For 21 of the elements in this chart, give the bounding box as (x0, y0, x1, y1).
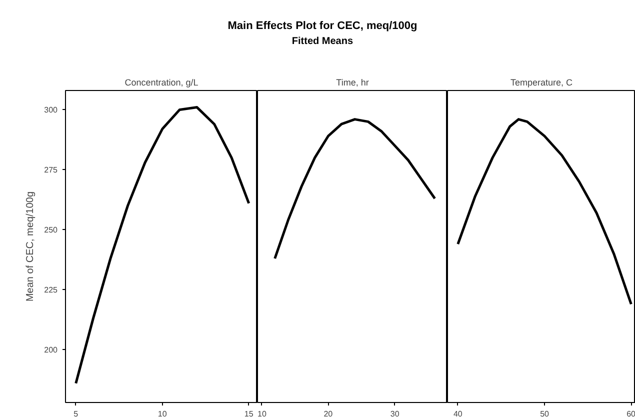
y-tick-label: 250 (44, 226, 58, 235)
x-tick-label: 5 (74, 410, 79, 418)
y-tick-label: 275 (44, 166, 58, 175)
x-tick-label: 20 (324, 410, 334, 418)
text: Main Effects Plot for CEC, meq/100g (228, 19, 418, 34)
x-tick-label: 10 (158, 410, 168, 418)
y-axis-title: Mean of CEC, meq/100g (25, 191, 36, 302)
chart-title: Concentration, g/L (124, 78, 198, 88)
line-series (74, 106, 250, 385)
chart-title: Time, hr (336, 78, 369, 88)
x-tick-label: 30 (390, 410, 400, 418)
y-tick-label: 200 (44, 346, 58, 355)
y-tick-label: 300 (44, 106, 58, 115)
x-tick-label: 10 (258, 410, 267, 418)
chart-title: Temperature, C (510, 78, 574, 88)
x-tick-label: 60 (626, 410, 635, 418)
text: Fitted Means (290, 35, 354, 49)
x-tick-label: 40 (453, 410, 463, 418)
x-tick-label: 15 (244, 410, 254, 418)
x-tick-label: 50 (540, 410, 550, 418)
y-tick-label: 225 (44, 286, 58, 295)
